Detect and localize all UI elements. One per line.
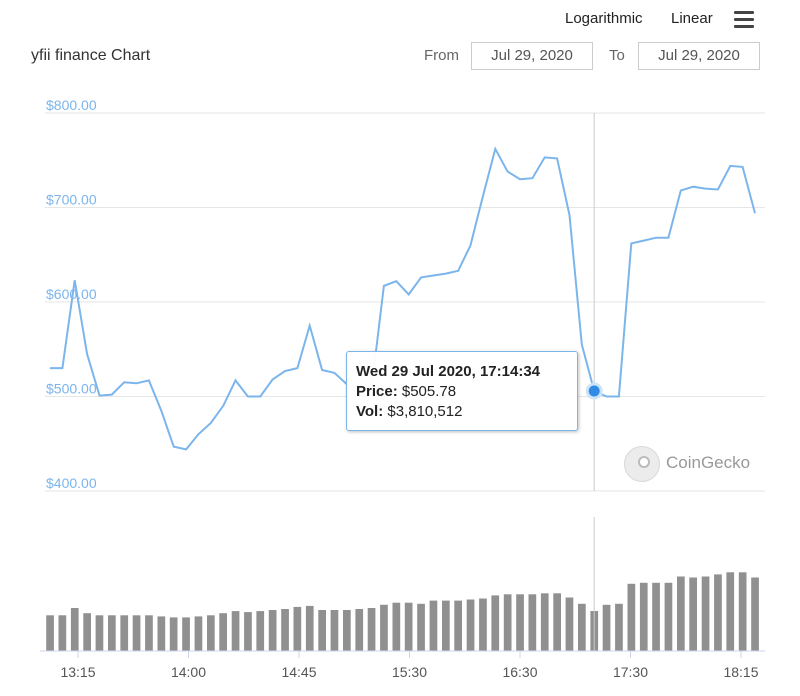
volume-bar [132, 615, 141, 651]
menu-bar [734, 11, 754, 14]
menu-bar [734, 25, 754, 28]
tooltip-price-row: Price: $505.78 [356, 383, 456, 400]
volume-bar [231, 611, 240, 651]
y-tick-label: $700.00 [46, 192, 97, 208]
y-tick-label: $600.00 [46, 286, 97, 302]
tooltip-vol-row: Vol: $3,810,512 [356, 403, 462, 420]
volume-bar [540, 593, 549, 652]
volume-bar [194, 616, 203, 651]
x-tick-label: 17:30 [613, 664, 648, 680]
volume-bar [219, 613, 227, 651]
volume-bar [429, 600, 438, 651]
volume-bar [70, 608, 79, 651]
logarithmic-button[interactable]: Logarithmic [565, 10, 643, 27]
volume-bar [516, 594, 524, 651]
volume-bar [182, 617, 190, 651]
coingecko-logo-icon [624, 446, 660, 482]
volume-bar [578, 603, 586, 652]
volume-bar [751, 577, 759, 651]
volume-bar [565, 597, 574, 651]
tooltip: Wed 29 Jul 2020, 17:14:34 Price: $505.78… [346, 351, 578, 431]
x-tick-label: 15:30 [392, 664, 427, 680]
volume-bar [466, 599, 475, 651]
volume-bar [46, 615, 54, 651]
volume-bar [157, 616, 166, 651]
volume-bar [169, 617, 178, 651]
volume-bar [244, 612, 252, 651]
volume-bar [491, 595, 500, 651]
y-tick-label: $800.00 [46, 97, 97, 113]
to-date-input[interactable]: Jul 29, 2020 [638, 42, 760, 70]
from-label: From [424, 47, 459, 64]
volume-bar [355, 609, 364, 651]
volume-bar [442, 600, 450, 651]
volume-bar [145, 615, 153, 651]
tooltip-price-label: Price: [356, 383, 398, 400]
volume-bar [738, 572, 747, 652]
volume-bar [256, 611, 265, 651]
volume-bar [281, 609, 289, 651]
volume-bar [726, 572, 735, 652]
tooltip-vol-label: Vol: [356, 403, 384, 420]
volume-bar [268, 610, 277, 651]
volume-bar [479, 598, 487, 651]
volume-bar [417, 603, 425, 652]
price-line [50, 146, 756, 451]
to-label: To [609, 47, 625, 64]
tooltip-date: Wed 29 Jul 2020, 17:14:34 [356, 363, 540, 380]
volume-bar [58, 615, 67, 651]
volume-bar [318, 610, 326, 651]
volume-bar [602, 604, 611, 651]
volume-bar [664, 582, 673, 652]
y-tick-label: $500.00 [46, 381, 97, 397]
x-tick-label: 14:45 [281, 664, 316, 680]
volume-bar [404, 602, 413, 651]
volume-bar [454, 600, 462, 651]
menu-bar [734, 18, 754, 21]
volume-bar [120, 615, 129, 651]
x-tick-label: 18:15 [723, 664, 758, 680]
x-axis: 13:15 14:00 14:45 15:30 16:30 17:30 18:15 [40, 650, 765, 680]
from-date-input[interactable]: Jul 29, 2020 [471, 42, 593, 70]
volume-bar [714, 574, 722, 651]
volume-bar [615, 603, 623, 652]
volume-bar [293, 606, 302, 651]
gridlines [45, 112, 765, 492]
volume-bar [367, 608, 376, 651]
hover-point [585, 382, 603, 400]
y-axis-labels: $400.00 $500.00 $600.00 $700.00 $800.00 [46, 97, 97, 491]
volume-bar [95, 615, 104, 651]
volume-bar [627, 583, 636, 651]
volume-bar [701, 576, 710, 651]
y-tick-label: $400.00 [46, 475, 97, 491]
volume-bar [343, 610, 351, 651]
volume-bar [392, 602, 401, 651]
volume-bar [380, 604, 388, 651]
volume-bars [46, 572, 759, 652]
chart-title: yfii finance Chart [31, 47, 151, 64]
volume-bar [528, 594, 537, 651]
volume-bar [330, 610, 339, 651]
volume-bar [639, 582, 648, 652]
volume-bar [305, 605, 314, 651]
volume-bar [503, 594, 512, 651]
hamburger-menu-icon[interactable] [734, 11, 754, 29]
tooltip-price-value: $505.78 [401, 383, 457, 400]
watermark-text: CoinGecko [666, 453, 751, 472]
volume-bar [108, 615, 116, 651]
volume-bar [83, 613, 91, 651]
tooltip-vol-value: $3,810,512 [387, 403, 463, 420]
volume-bar [689, 577, 697, 651]
volume-bar [652, 582, 660, 652]
volume-bar [677, 576, 685, 651]
x-tick-label: 14:00 [171, 664, 206, 680]
x-tick-label: 16:30 [502, 664, 537, 680]
volume-bar [553, 593, 561, 652]
volume-bar [207, 615, 215, 651]
linear-button[interactable]: Linear [671, 10, 713, 27]
x-tick-label: 13:15 [60, 664, 95, 680]
